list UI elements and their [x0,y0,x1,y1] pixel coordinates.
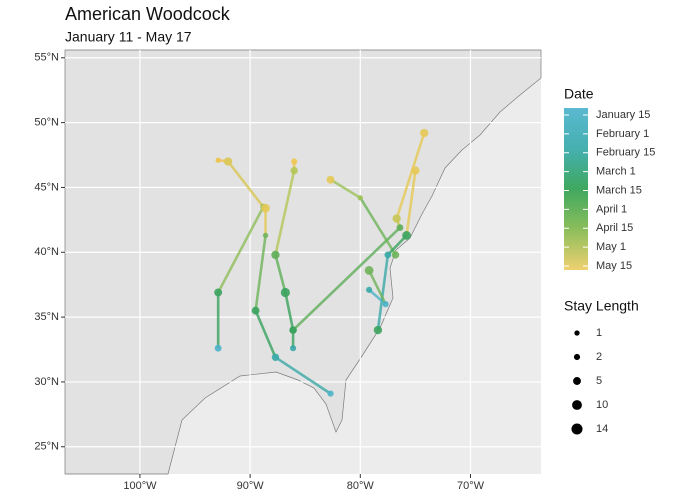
stop-point [271,250,280,260]
track-segment [405,170,417,236]
stop-point [373,325,383,335]
y-tick-label: 55°N [34,52,59,64]
stop-point [327,390,334,397]
stop-point [366,286,373,293]
stop-point [326,175,335,184]
legend-title: Stay Length [564,298,639,314]
track-segment [367,269,387,305]
legend-label: May 1 [596,241,626,253]
legend-label: 5 [596,375,602,387]
stop-point [357,195,363,201]
y-tick-label: 35°N [34,311,59,323]
legend-label: March 1 [596,166,636,178]
stop-point [289,326,297,334]
chart-title: American Woodcock [65,4,231,24]
legend-size [571,423,583,435]
y-tick-label: 40°N [34,246,59,258]
stop-point [364,266,374,275]
y-tick-label: 25°N [34,441,59,453]
legend-label: 14 [596,423,608,435]
y-tick-label: 30°N [34,376,59,388]
track-segment [329,178,361,199]
legend-label: 1 [596,327,602,339]
track-segment [376,254,390,331]
stop-point [214,288,223,297]
stop-point [262,232,269,239]
legend-label: February 1 [596,128,649,140]
track-segment [395,132,426,219]
y-tick-label: 50°N [34,117,59,129]
y-tick-label: 45°N [34,181,59,193]
x-tick-label: 90°W [237,480,265,492]
track-segment [227,160,265,208]
stop-point [382,301,389,308]
legend-label: April 1 [596,203,627,215]
stop-point [420,128,429,138]
track-segment [359,197,397,256]
legend-label: 2 [596,351,602,363]
stop-point [402,231,411,240]
track-segment [274,170,296,256]
track-segment [274,356,332,395]
stop-point [251,306,260,315]
stop-point [214,344,222,352]
track-segment [386,234,408,256]
stop-point [223,157,233,166]
x-tick-label: 100°W [123,480,157,492]
stop-point [261,203,270,213]
legend-size [573,353,581,361]
stop-point [391,251,400,259]
stop-point [280,287,290,298]
stop-point [271,353,280,362]
stop-point [384,251,392,259]
legend-size [572,400,582,410]
legend-label: April 15 [596,222,633,234]
stop-point [392,214,401,223]
legend-title: Date [564,86,594,102]
colorbar [564,108,588,270]
track-segment [284,292,295,331]
x-tick-label: 80°W [347,480,375,492]
stop-point [411,166,420,175]
chart-subtitle: January 11 - May 17 [65,29,192,45]
track-segment [217,206,265,294]
track-segment [368,288,387,306]
x-tick-label: 70°W [457,480,485,492]
track-segment [274,254,287,293]
legend-size [574,330,580,336]
legend-label: January 15 [596,109,650,121]
stop-point [291,158,298,165]
stop-point [396,224,404,232]
stop-point [290,166,298,175]
legend-size [573,377,581,385]
track-segment [254,310,277,358]
legend-label: March 15 [596,184,642,196]
legend-label: 10 [596,399,608,411]
stop-point [215,157,221,163]
legend-label: February 15 [596,147,655,159]
track-segment [254,235,267,311]
track-segment [292,226,401,332]
legend-label: May 15 [596,260,632,272]
stop-point [289,345,297,352]
